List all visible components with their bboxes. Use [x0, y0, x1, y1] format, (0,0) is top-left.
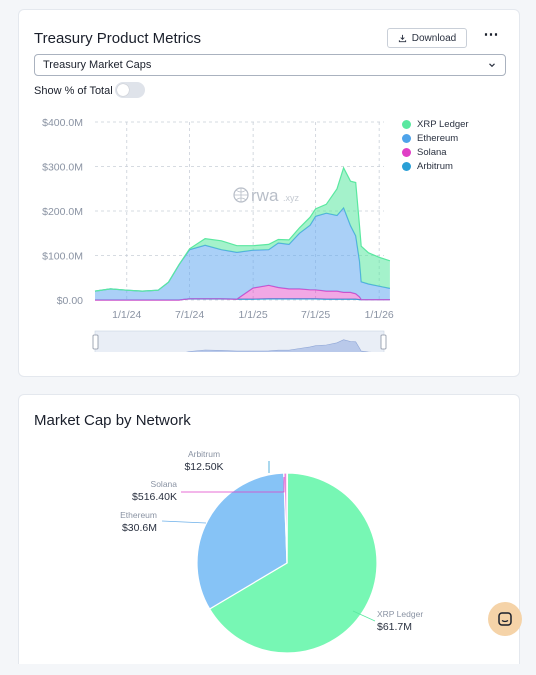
legend-label-arbitrum: Arbitrum [417, 160, 453, 172]
legend-label-ethereum: Ethereum [417, 132, 459, 144]
download-label: Download [411, 32, 457, 44]
globe-icon-lines [234, 188, 248, 202]
legend-dot-solana [402, 147, 411, 157]
metric-select-value: Treasury Market Caps [43, 59, 152, 71]
legend-label-solana: Solana [417, 146, 447, 158]
pie-label-value: $61.7M [377, 621, 412, 633]
chat-support-button[interactable] [488, 602, 522, 636]
network-card-title: Market Cap by Network [34, 412, 191, 429]
network-market-cap-card: XRP Ledger $61.7M Ethereum $30.6M Solana $516… [18, 394, 520, 664]
pie-label-name: Solana [151, 479, 178, 489]
legend-dot-xrp [402, 119, 411, 129]
download-button[interactable]: Download [387, 28, 467, 48]
legend-item-solana[interactable]: Solana [402, 145, 469, 159]
legend-item-ethereum[interactable]: Ethereum [402, 131, 469, 145]
pie-leader-solana [181, 477, 285, 493]
brush-handle-left [92, 334, 99, 350]
area-solana [95, 285, 390, 300]
pie-label-name: Ethereum [120, 510, 157, 520]
brush-sparkline [185, 339, 372, 352]
pie-slice-xrp-ledger [208, 472, 378, 654]
pie-slice-arbitrum [286, 472, 289, 564]
x-tick-label: 7/1/24 [175, 309, 204, 321]
legend-dot-ethereum [402, 133, 411, 143]
pie-slice-ethereum [196, 472, 288, 610]
x-tick-label: 1/1/26 [365, 309, 394, 321]
legend-dot-arbitrum [402, 161, 411, 171]
watermark-text: rwa [251, 186, 279, 205]
brush-handle-right [380, 334, 387, 350]
x-tick-label: 1/1/25 [239, 309, 268, 321]
y-tick-label: $400.0M [42, 117, 83, 129]
watermark-suffix: .xyz [283, 193, 300, 203]
y-tick-label: $0.00 [57, 295, 83, 307]
line-xrp-ledger [94, 166, 391, 292]
pie-leader-xrp-ledger [352, 610, 376, 622]
y-tick-label: $100.0M [42, 251, 83, 263]
chat-icon [498, 612, 512, 626]
pie-label-value: $30.6M [122, 522, 157, 534]
brush-year-label: 2026 [382, 350, 401, 352]
pie-label-name: Arbitrum [188, 449, 220, 459]
chart-legend: XRP Ledger Ethereum Solana Arbitrum [402, 117, 469, 173]
metrics-card-title: Treasury Product Metrics [34, 30, 201, 47]
treasury-metrics-card: Treasury Product Metrics Download ⋯ Trea… [18, 9, 520, 377]
metric-select[interactable]: Treasury Market Caps [34, 54, 506, 76]
more-options-button[interactable]: ⋯ [483, 26, 499, 43]
y-tick-label: $200.0M [42, 206, 83, 218]
pie-label-value: $12.50K [184, 461, 223, 473]
network-pie-chart[interactable]: XRP Ledger $61.7M Ethereum $30.6M Solana $516… [19, 395, 521, 665]
x-tick-label: 1/1/24 [112, 309, 141, 321]
y-tick-label: $300.0M [42, 162, 83, 174]
percent-toggle[interactable] [115, 82, 145, 98]
legend-item-arbitrum[interactable]: Arbitrum [402, 159, 469, 173]
brush-year-label: 2025 [256, 350, 275, 352]
legend-label-xrp: XRP Ledger [417, 118, 469, 130]
range-brush: 2024 2025 2026 [92, 330, 401, 352]
percent-toggle-label: Show % of Total [34, 85, 113, 97]
brush-year-label: 2024 [130, 350, 149, 352]
legend-item-xrp-ledger[interactable]: XRP Ledger [402, 117, 469, 131]
toggle-knob [117, 84, 129, 96]
rwa-watermark: rwa .xyz [233, 186, 300, 205]
x-tick-label: 7/1/25 [301, 309, 330, 321]
pie-label-name: XRP Ledger [377, 609, 423, 619]
pie-leader-ethereum [161, 520, 207, 524]
pie-label-value: $516.40K [132, 491, 177, 503]
area-ethereum [95, 207, 390, 300]
market-cap-area-chart[interactable]: $400.0M $300.0M $200.0M $100.0M $0.00 1/1/24 7… [19, 102, 521, 352]
download-icon [398, 34, 406, 42]
chevron-down-icon [489, 63, 495, 68]
